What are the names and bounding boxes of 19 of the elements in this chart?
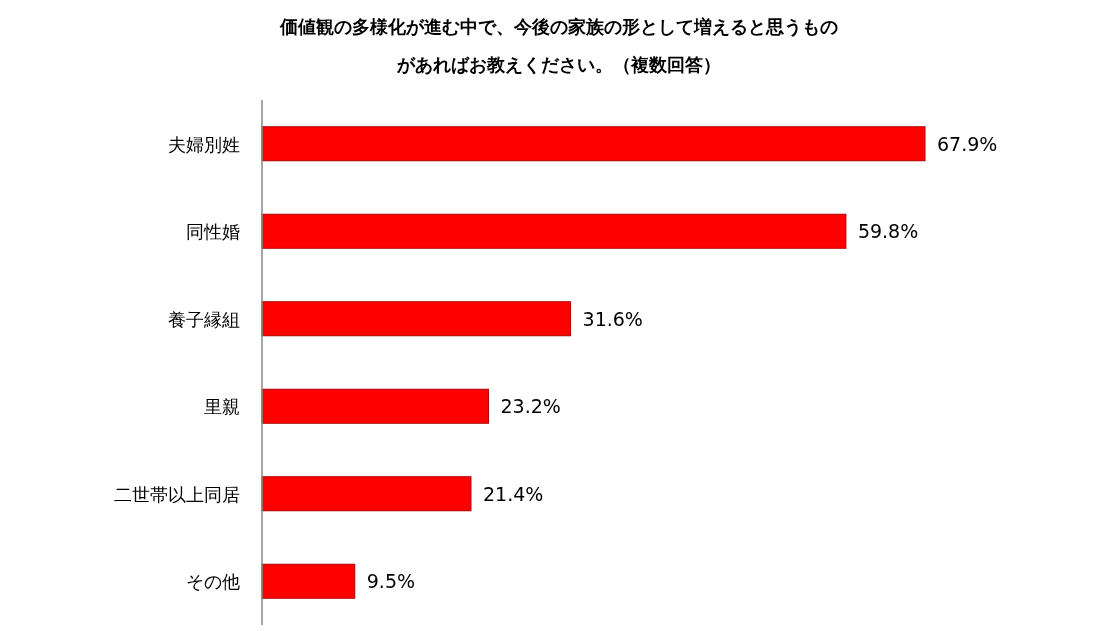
- y-tick-label: 二世帯以上同居: [114, 483, 240, 505]
- data-label: 9.5%: [366, 570, 416, 593]
- data-label: 23.2%: [500, 395, 561, 418]
- y-tick-label: 夫婦別姓: [168, 133, 240, 155]
- data-label: 31.6%: [582, 307, 643, 330]
- bar: [261, 126, 926, 162]
- chart-title: 価値観の多様化が進む中で、今後の家族の形として増えると思うものがあればお教えください。（複数回答）: [278, 15, 839, 77]
- bar: [261, 476, 472, 512]
- bar: [261, 563, 356, 599]
- bar: [261, 388, 490, 424]
- y-tick-label: 養子縁組: [168, 308, 240, 330]
- data-label: 21.4%: [482, 482, 544, 505]
- bar: [261, 213, 847, 249]
- data-label: 67.9%: [937, 132, 998, 155]
- bar: [261, 301, 572, 337]
- y-tick-label: 里親: [204, 396, 240, 418]
- y-tick-label: 同性婚: [186, 221, 240, 243]
- y-tick-label: その他: [186, 571, 240, 593]
- data-label: 59.8%: [857, 220, 919, 243]
